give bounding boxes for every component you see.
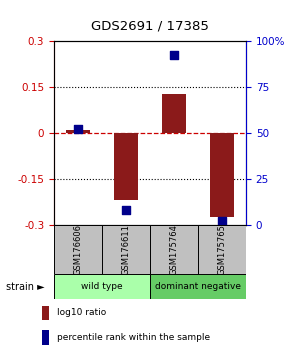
Bar xyxy=(66,130,90,133)
Point xyxy=(124,207,128,213)
Bar xyxy=(102,225,150,274)
Text: GSM175765: GSM175765 xyxy=(218,224,226,275)
Text: wild type: wild type xyxy=(81,282,123,291)
Point xyxy=(172,53,176,58)
Text: GSM176611: GSM176611 xyxy=(122,224,130,275)
Bar xyxy=(150,225,198,274)
Bar xyxy=(54,274,150,299)
Text: GDS2691 / 17385: GDS2691 / 17385 xyxy=(91,19,209,33)
Point xyxy=(220,218,224,224)
Text: strain ►: strain ► xyxy=(6,282,45,292)
Bar xyxy=(54,225,102,274)
Bar xyxy=(198,225,246,274)
Point xyxy=(76,126,80,132)
Bar xyxy=(150,274,246,299)
Bar xyxy=(114,133,138,200)
Text: GSM176606: GSM176606 xyxy=(74,224,82,275)
Bar xyxy=(210,133,234,217)
Text: dominant negative: dominant negative xyxy=(155,282,241,291)
Text: log10 ratio: log10 ratio xyxy=(57,308,106,318)
Text: percentile rank within the sample: percentile rank within the sample xyxy=(57,333,210,342)
Text: GSM175764: GSM175764 xyxy=(169,224,178,275)
Bar xyxy=(162,95,186,133)
